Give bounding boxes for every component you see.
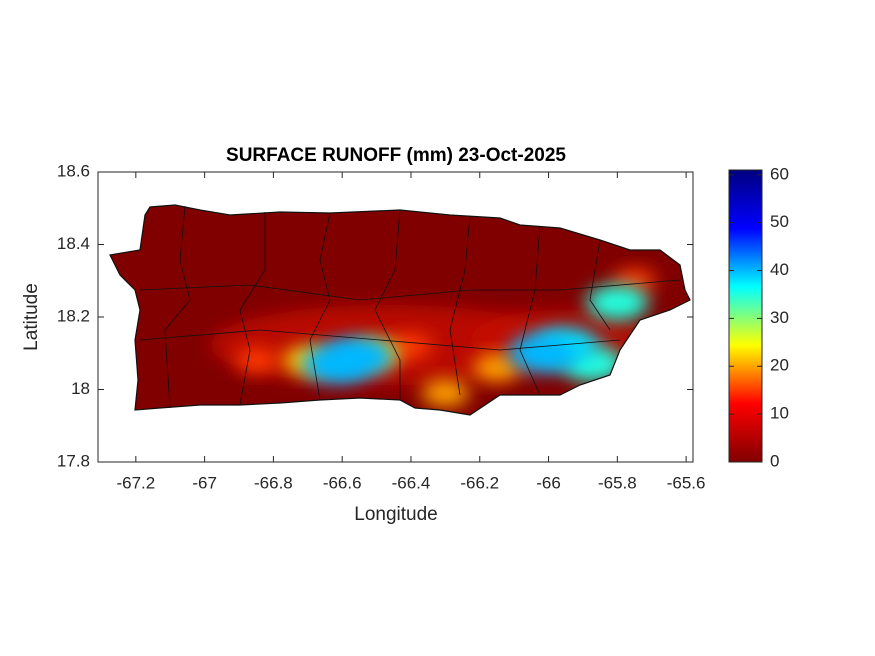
y-tick-label: 18 — [71, 379, 90, 398]
x-tick-label: -67.2 — [116, 473, 155, 492]
colorbar — [728, 169, 763, 463]
colorbar-tick-label: 40 — [770, 260, 789, 279]
runoff-cell — [234, 348, 278, 373]
x-tick-label: -66 — [536, 473, 561, 492]
island — [110, 205, 690, 415]
x-tick-label: -66.4 — [392, 473, 431, 492]
x-tick-label: -67 — [192, 473, 217, 492]
y-axis-label: Latitude — [21, 283, 42, 351]
y-tick-label: 17.8 — [57, 451, 90, 470]
runoff-cell — [473, 354, 521, 382]
colorbar-tick-label: 20 — [770, 356, 789, 375]
runoff-cell — [421, 379, 470, 407]
runoff-cell — [508, 334, 576, 373]
x-axis-label: Longitude — [354, 504, 437, 525]
colorbar-tick-label: 30 — [770, 308, 789, 327]
colorbar-tick-label: 60 — [770, 164, 789, 183]
colorbar-tick-label: 10 — [770, 404, 789, 423]
x-tick-label: -66.2 — [460, 473, 499, 492]
runoff-cell — [325, 337, 393, 377]
x-tick-label: -66.8 — [254, 473, 293, 492]
y-tick-label: 18.4 — [57, 234, 90, 253]
runoff-cell — [586, 284, 649, 321]
y-tick-label: 18.6 — [57, 161, 90, 180]
x-tick-label: -65.6 — [667, 473, 706, 492]
colorbar-tick-label: 50 — [770, 212, 789, 231]
x-tick-label: -65.8 — [598, 473, 637, 492]
x-tick-label: -66.6 — [323, 473, 362, 492]
municipal-borders — [139, 205, 681, 409]
chart-title: SURFACE RUNOFF (mm) 23-Oct-2025 — [226, 145, 566, 166]
hotspots — [234, 268, 656, 407]
colorbar-tick-label: 0 — [770, 451, 779, 470]
y-tick-label: 18.2 — [57, 306, 90, 325]
